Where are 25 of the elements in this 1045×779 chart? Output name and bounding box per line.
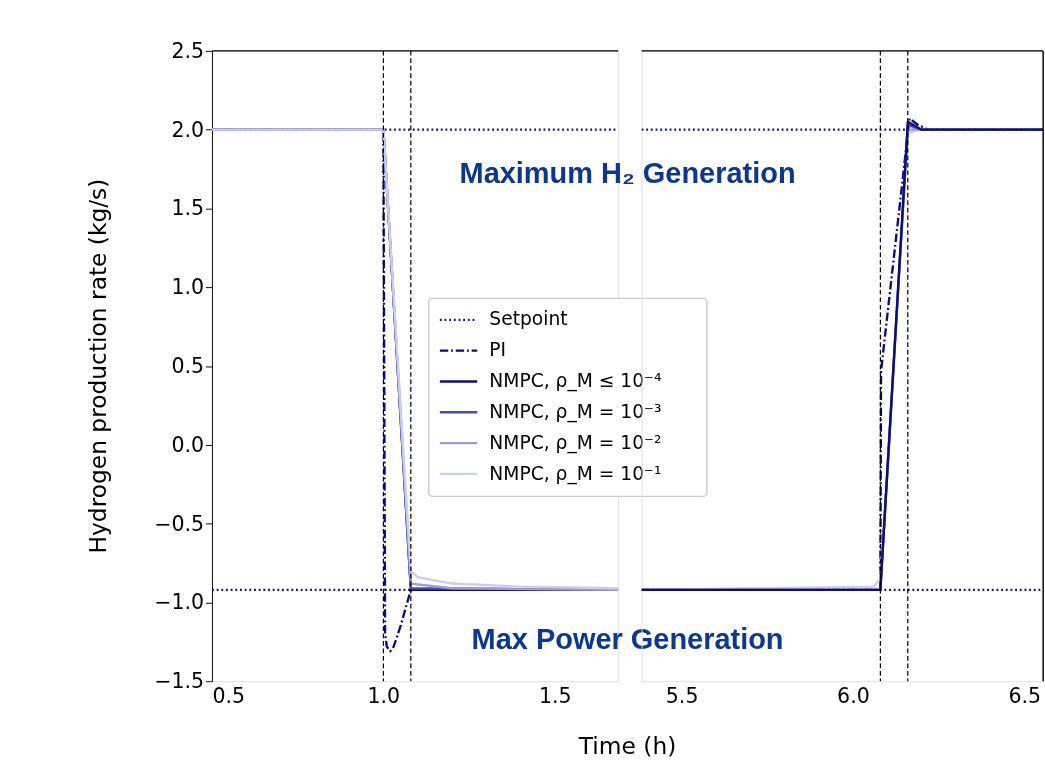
legend-label: NMPC, ρ_M = 10⁻¹ — [489, 462, 662, 485]
legend-label: NMPC, ρ_M ≤ 10⁻⁴ — [489, 370, 662, 393]
x-tick-label: 1.0 — [367, 684, 401, 709]
annotation: Max Power Generation — [471, 623, 784, 656]
legend-label: PI — [489, 339, 507, 361]
x-tick-label: 6.5 — [1008, 684, 1042, 709]
y-tick-label: 2.5 — [171, 38, 205, 63]
y-tick-label: 1.5 — [171, 196, 205, 221]
legend-label: NMPC, ρ_M = 10⁻² — [489, 431, 662, 454]
y-tick-label: −1.5 — [154, 669, 205, 694]
x-tick-label: 1.5 — [538, 684, 572, 709]
y-tick-label: −1.0 — [154, 590, 205, 615]
x-tick-label: 6.0 — [837, 684, 870, 709]
legend-label: Setpoint — [489, 308, 568, 330]
annotation: Maximum H₂ Generation — [459, 156, 796, 189]
y-tick-label: 2.0 — [171, 117, 205, 142]
legend-label: NMPC, ρ_M = 10⁻³ — [489, 400, 662, 423]
y-tick-label: 0.0 — [171, 432, 205, 457]
y-tick-label: 0.5 — [171, 354, 205, 379]
y-tick-label: 1.0 — [171, 275, 205, 300]
y-tick-label: −0.5 — [154, 511, 205, 536]
y-axis-title: Hydrogen production rate (kg/s) — [83, 178, 112, 554]
x-axis-title: Time (h) — [577, 732, 677, 761]
x-tick-label: 5.5 — [665, 684, 699, 709]
x-tick-label: 0.5 — [212, 684, 246, 709]
